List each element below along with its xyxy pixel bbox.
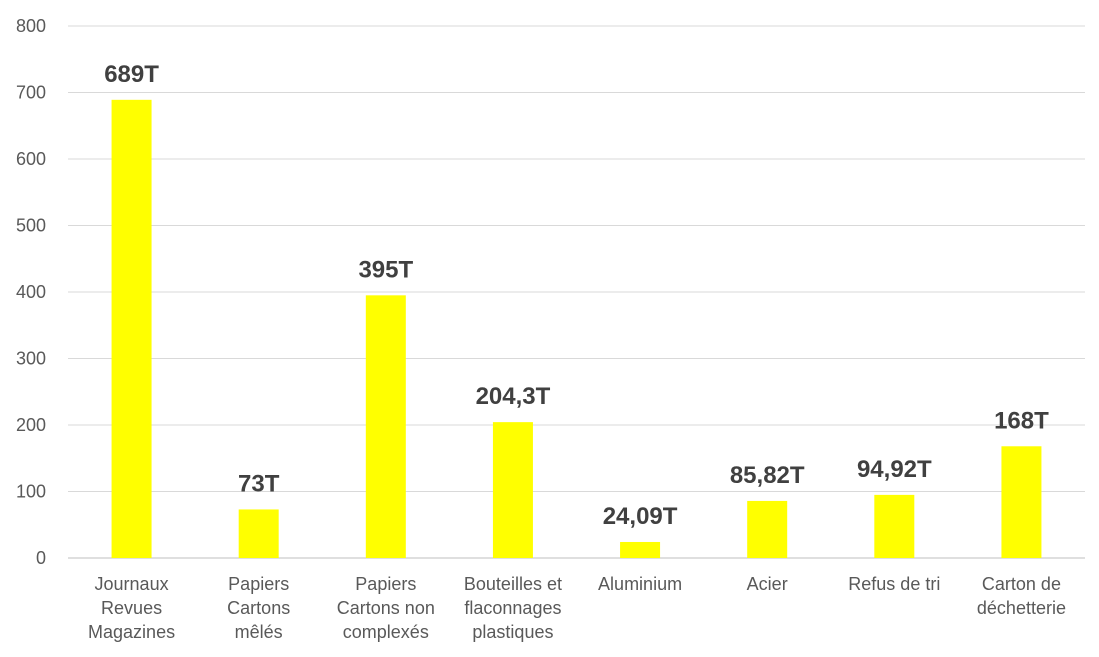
- category-label: Acier: [747, 574, 788, 594]
- category-label-line: déchetterie: [977, 598, 1066, 618]
- category-label-line: Cartons non: [337, 598, 435, 618]
- category-label-line: Refus de tri: [848, 574, 940, 594]
- y-tick-label: 800: [16, 16, 46, 36]
- y-tick-label: 200: [16, 415, 46, 435]
- category-label-line: Cartons: [227, 598, 290, 618]
- y-tick-label: 100: [16, 482, 46, 502]
- category-label-line: complexés: [343, 622, 429, 642]
- category-label: Papiers Cartons mêlés: [227, 574, 290, 642]
- y-tick-label: 600: [16, 149, 46, 169]
- category-label-line: Journaux: [95, 574, 169, 594]
- y-axis-ticks: 0 100 200 300 400 500 600 700 800: [16, 16, 46, 568]
- category-label: Bouteilles et flaconnages plastiques: [464, 574, 562, 642]
- bar: [492, 422, 533, 558]
- data-label: 94,92T: [857, 456, 932, 483]
- bar: [1001, 446, 1042, 558]
- category-label-line: Bouteilles et: [464, 574, 562, 594]
- category-label: Carton de déchetterie: [977, 574, 1066, 618]
- category-label-line: Carton de: [982, 574, 1061, 594]
- y-tick-label: 500: [16, 216, 46, 236]
- category-label-line: Aluminium: [598, 574, 682, 594]
- category-label: Refus de tri: [848, 574, 940, 594]
- data-label: 395T: [358, 256, 413, 283]
- category-label-line: Acier: [747, 574, 788, 594]
- y-tick-label: 400: [16, 282, 46, 302]
- data-label: 204,3T: [476, 383, 551, 410]
- data-label: 689T: [104, 61, 159, 88]
- bar: [238, 509, 279, 558]
- bars: [111, 99, 1042, 558]
- y-tick-label: 300: [16, 349, 46, 369]
- bar: [620, 541, 661, 558]
- data-label: 168T: [994, 407, 1049, 434]
- x-axis-categories: Journaux Revues Magazines Papiers Cartons mêl…: [88, 574, 1066, 642]
- data-label: 24,09T: [603, 503, 678, 530]
- bar: [365, 295, 406, 558]
- category-label-line: plastiques: [472, 622, 553, 642]
- data-label: 85,82T: [730, 462, 805, 489]
- data-label: 73T: [238, 470, 280, 497]
- category-label-line: Papiers: [228, 574, 289, 594]
- bar: [874, 494, 915, 558]
- category-label: Journaux Revues Magazines: [88, 574, 175, 642]
- category-label: Aluminium: [598, 574, 682, 594]
- y-tick-label: 0: [36, 548, 46, 568]
- data-labels: 689T 73T 395T 204,3T 24,09T 85,82T 94,92T 168T: [104, 61, 1049, 530]
- bar: [747, 500, 788, 558]
- category-label-line: Revues: [101, 598, 162, 618]
- category-label-line: flaconnages: [464, 598, 561, 618]
- gridlines: [68, 25, 1085, 559]
- category-label: Papiers Cartons non complexés: [337, 574, 435, 642]
- category-label-line: Papiers: [355, 574, 416, 594]
- category-label-line: Magazines: [88, 622, 175, 642]
- y-tick-label: 700: [16, 83, 46, 103]
- bar: [111, 99, 152, 558]
- category-label-line: mêlés: [235, 622, 283, 642]
